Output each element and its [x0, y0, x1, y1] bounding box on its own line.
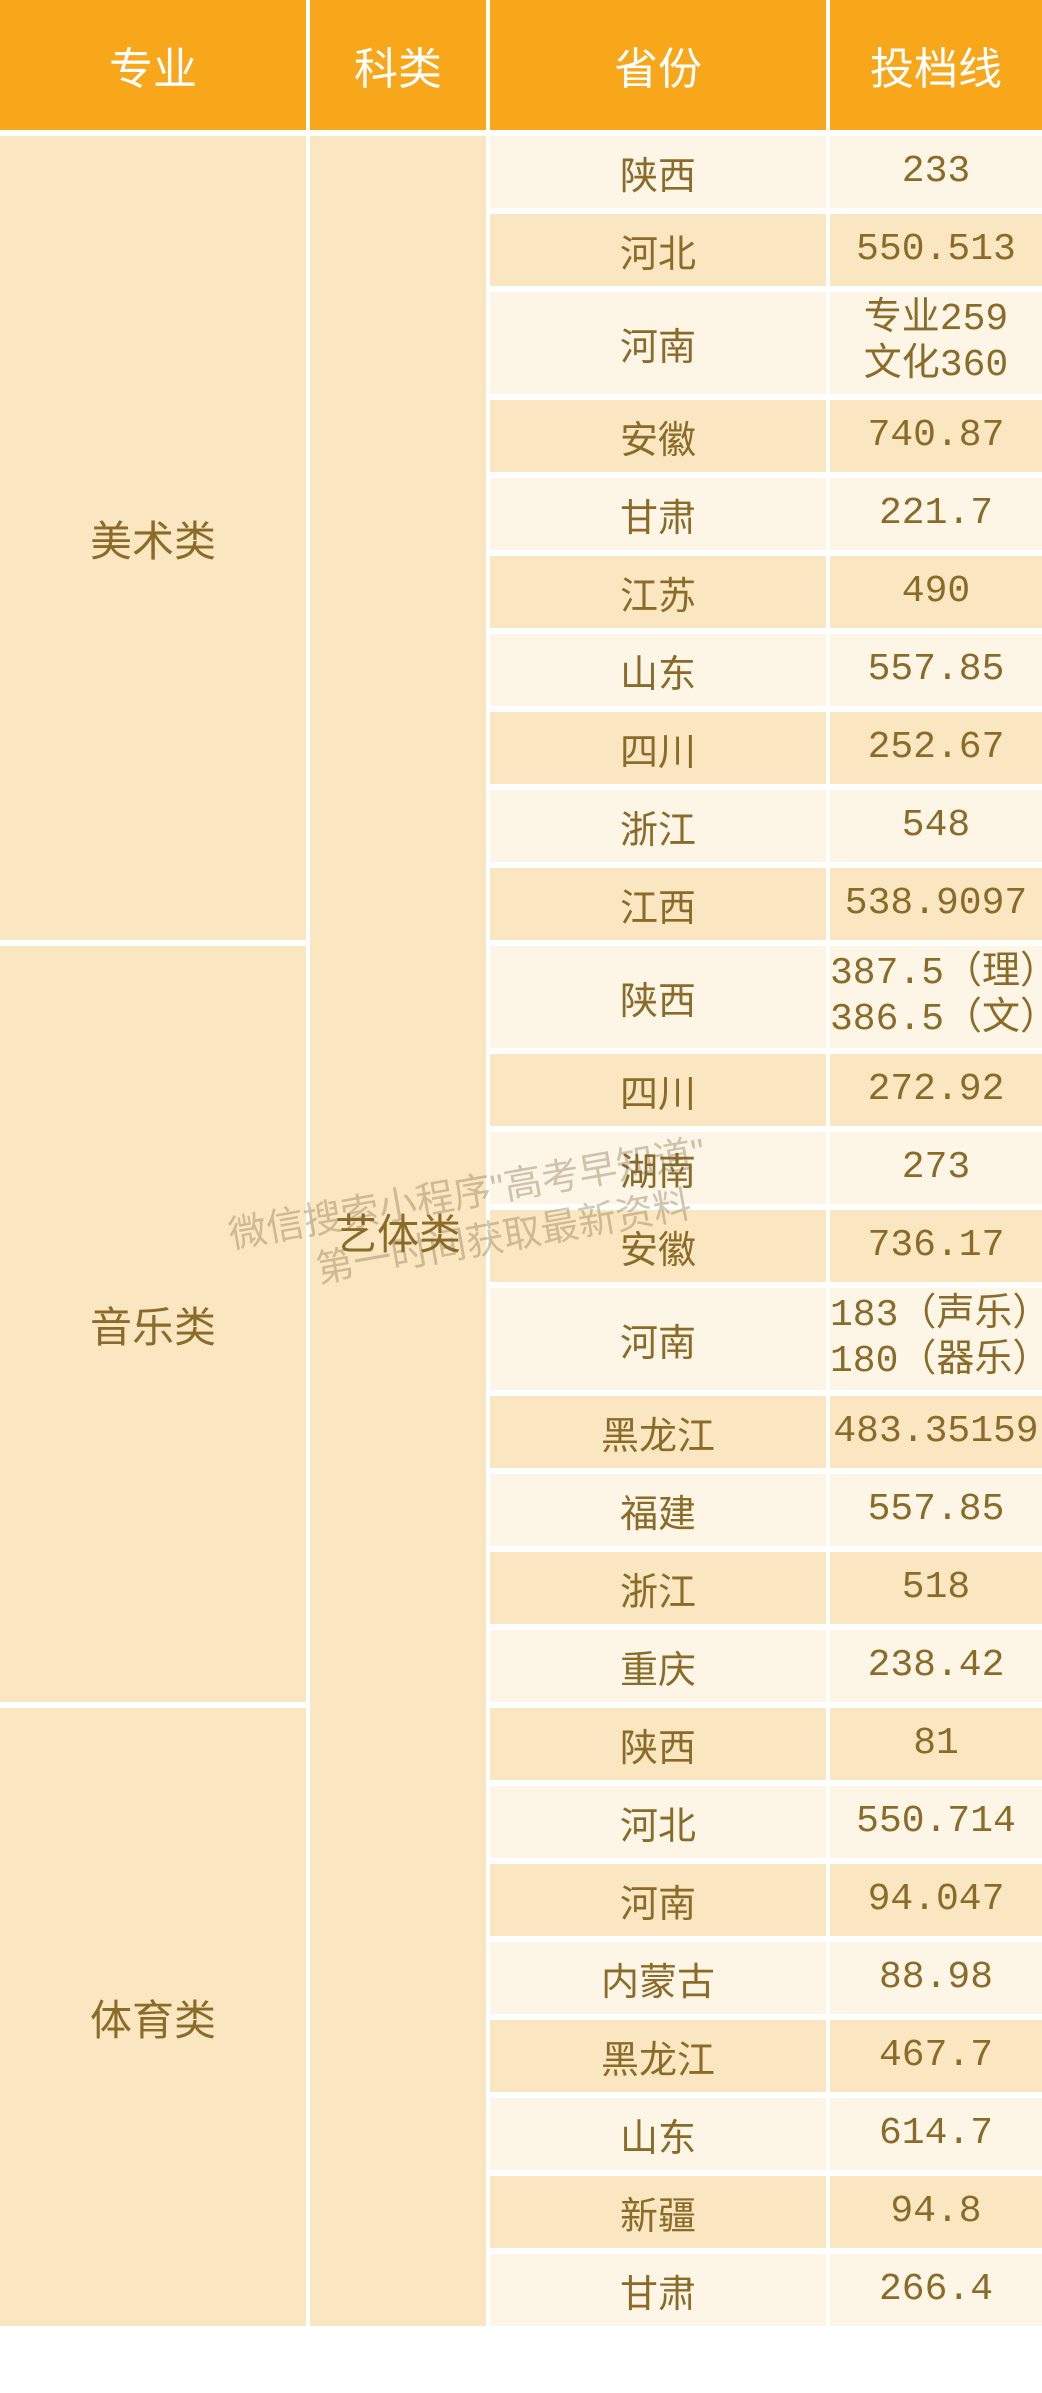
province-cell: 河南: [490, 1288, 830, 1390]
table-row: 新疆94.8: [490, 2170, 1042, 2248]
header-province: 省份: [490, 0, 830, 130]
admission-score-table: 专业 科类 省份 投档线 美术类音乐类体育类 艺体类 陕西233河北550.51…: [0, 0, 1042, 2326]
table-row: 河南94.047: [490, 1858, 1042, 1936]
category-label: 艺体类: [335, 1201, 461, 1262]
province-cell: 河北: [490, 1786, 830, 1858]
table-row: 甘肃266.4: [490, 2248, 1042, 2326]
province-cell: 浙江: [490, 1552, 830, 1624]
score-cell: 221.7: [830, 478, 1042, 550]
score-cell: 252.67: [830, 712, 1042, 784]
header-major: 专业: [0, 0, 310, 130]
table-row: 甘肃221.7: [490, 472, 1042, 550]
score-cell: 557.85: [830, 1474, 1042, 1546]
table-row: 内蒙古88.98: [490, 1936, 1042, 2014]
score-cell: 88.98: [830, 1942, 1042, 2014]
score-cell: 740.87: [830, 400, 1042, 472]
score-cell: 94.047: [830, 1864, 1042, 1936]
score-cell: 614.7: [830, 2098, 1042, 2170]
province-cell: 陕西: [490, 136, 830, 208]
province-cell: 江苏: [490, 556, 830, 628]
score-cell: 183（声乐）180（器乐）: [830, 1288, 1042, 1390]
province-cell: 山东: [490, 2098, 830, 2170]
table-row: 陕西387.5（理）386.5（文）: [490, 940, 1042, 1048]
table-row: 安徽736.17: [490, 1204, 1042, 1282]
score-cell: 557.85: [830, 634, 1042, 706]
score-cell: 490: [830, 556, 1042, 628]
score-cell: 548: [830, 790, 1042, 862]
score-cell: 550.714: [830, 1786, 1042, 1858]
table-row: 四川272.92: [490, 1048, 1042, 1126]
table-row: 山东557.85: [490, 628, 1042, 706]
score-cell: 94.8: [830, 2176, 1042, 2248]
score-cell: 266.4: [830, 2254, 1042, 2326]
score-cell: 233: [830, 136, 1042, 208]
table-row: 河南专业259文化360: [490, 286, 1042, 394]
score-cell: 273: [830, 1132, 1042, 1204]
province-cell: 陕西: [490, 946, 830, 1048]
table-header-row: 专业 科类 省份 投档线: [0, 0, 1042, 130]
province-cell: 湖南: [490, 1132, 830, 1204]
table-body: 美术类音乐类体育类 艺体类 陕西233河北550.513河南专业259文化360…: [0, 130, 1042, 2326]
province-cell: 黑龙江: [490, 2020, 830, 2092]
table-row: 四川252.67: [490, 706, 1042, 784]
table-row: 安徽740.87: [490, 394, 1042, 472]
province-cell: 安徽: [490, 400, 830, 472]
major-column: 美术类音乐类体育类: [0, 130, 310, 2326]
province-cell: 黑龙江: [490, 1396, 830, 1468]
major-cell: 体育类: [0, 1702, 310, 2326]
province-cell: 福建: [490, 1474, 830, 1546]
score-cell: 736.17: [830, 1210, 1042, 1282]
table-row: 湖南273: [490, 1126, 1042, 1204]
major-cell: 美术类: [0, 130, 310, 940]
score-cell: 483.35159: [830, 1396, 1042, 1468]
province-cell: 山东: [490, 634, 830, 706]
table-row: 河北550.714: [490, 1780, 1042, 1858]
table-row: 黑龙江467.7: [490, 2014, 1042, 2092]
table-row: 浙江518: [490, 1546, 1042, 1624]
major-cell: 音乐类: [0, 940, 310, 1702]
province-cell: 安徽: [490, 1210, 830, 1282]
province-cell: 河南: [490, 292, 830, 394]
table-row: 重庆238.42: [490, 1624, 1042, 1702]
score-cell: 专业259文化360: [830, 292, 1042, 394]
score-cell: 238.42: [830, 1630, 1042, 1702]
score-cell: 272.92: [830, 1054, 1042, 1126]
data-column: 陕西233河北550.513河南专业259文化360安徽740.87甘肃221.…: [490, 130, 1042, 2326]
province-cell: 浙江: [490, 790, 830, 862]
score-cell: 467.7: [830, 2020, 1042, 2092]
score-cell: 550.513: [830, 214, 1042, 286]
header-category: 科类: [310, 0, 490, 130]
province-cell: 四川: [490, 1054, 830, 1126]
table-row: 陕西233: [490, 130, 1042, 208]
table-row: 河北550.513: [490, 208, 1042, 286]
table-row: 福建557.85: [490, 1468, 1042, 1546]
table-row: 山东614.7: [490, 2092, 1042, 2170]
table-row: 黑龙江483.35159: [490, 1390, 1042, 1468]
province-cell: 河南: [490, 1864, 830, 1936]
table-row: 陕西81: [490, 1702, 1042, 1780]
category-column: 艺体类: [310, 130, 490, 2326]
score-cell: 518: [830, 1552, 1042, 1624]
province-cell: 河北: [490, 214, 830, 286]
province-cell: 新疆: [490, 2176, 830, 2248]
province-cell: 四川: [490, 712, 830, 784]
table-row: 江苏490: [490, 550, 1042, 628]
table-row: 浙江548: [490, 784, 1042, 862]
province-cell: 甘肃: [490, 478, 830, 550]
score-cell: 387.5（理）386.5（文）: [830, 946, 1042, 1048]
table-row: 河南183（声乐）180（器乐）: [490, 1282, 1042, 1390]
province-cell: 重庆: [490, 1630, 830, 1702]
score-cell: 538.9097: [830, 868, 1042, 940]
score-cell: 81: [830, 1708, 1042, 1780]
table-row: 江西538.9097: [490, 862, 1042, 940]
header-score: 投档线: [830, 0, 1042, 130]
province-cell: 陕西: [490, 1708, 830, 1780]
province-cell: 甘肃: [490, 2254, 830, 2326]
province-cell: 内蒙古: [490, 1942, 830, 2014]
province-cell: 江西: [490, 868, 830, 940]
